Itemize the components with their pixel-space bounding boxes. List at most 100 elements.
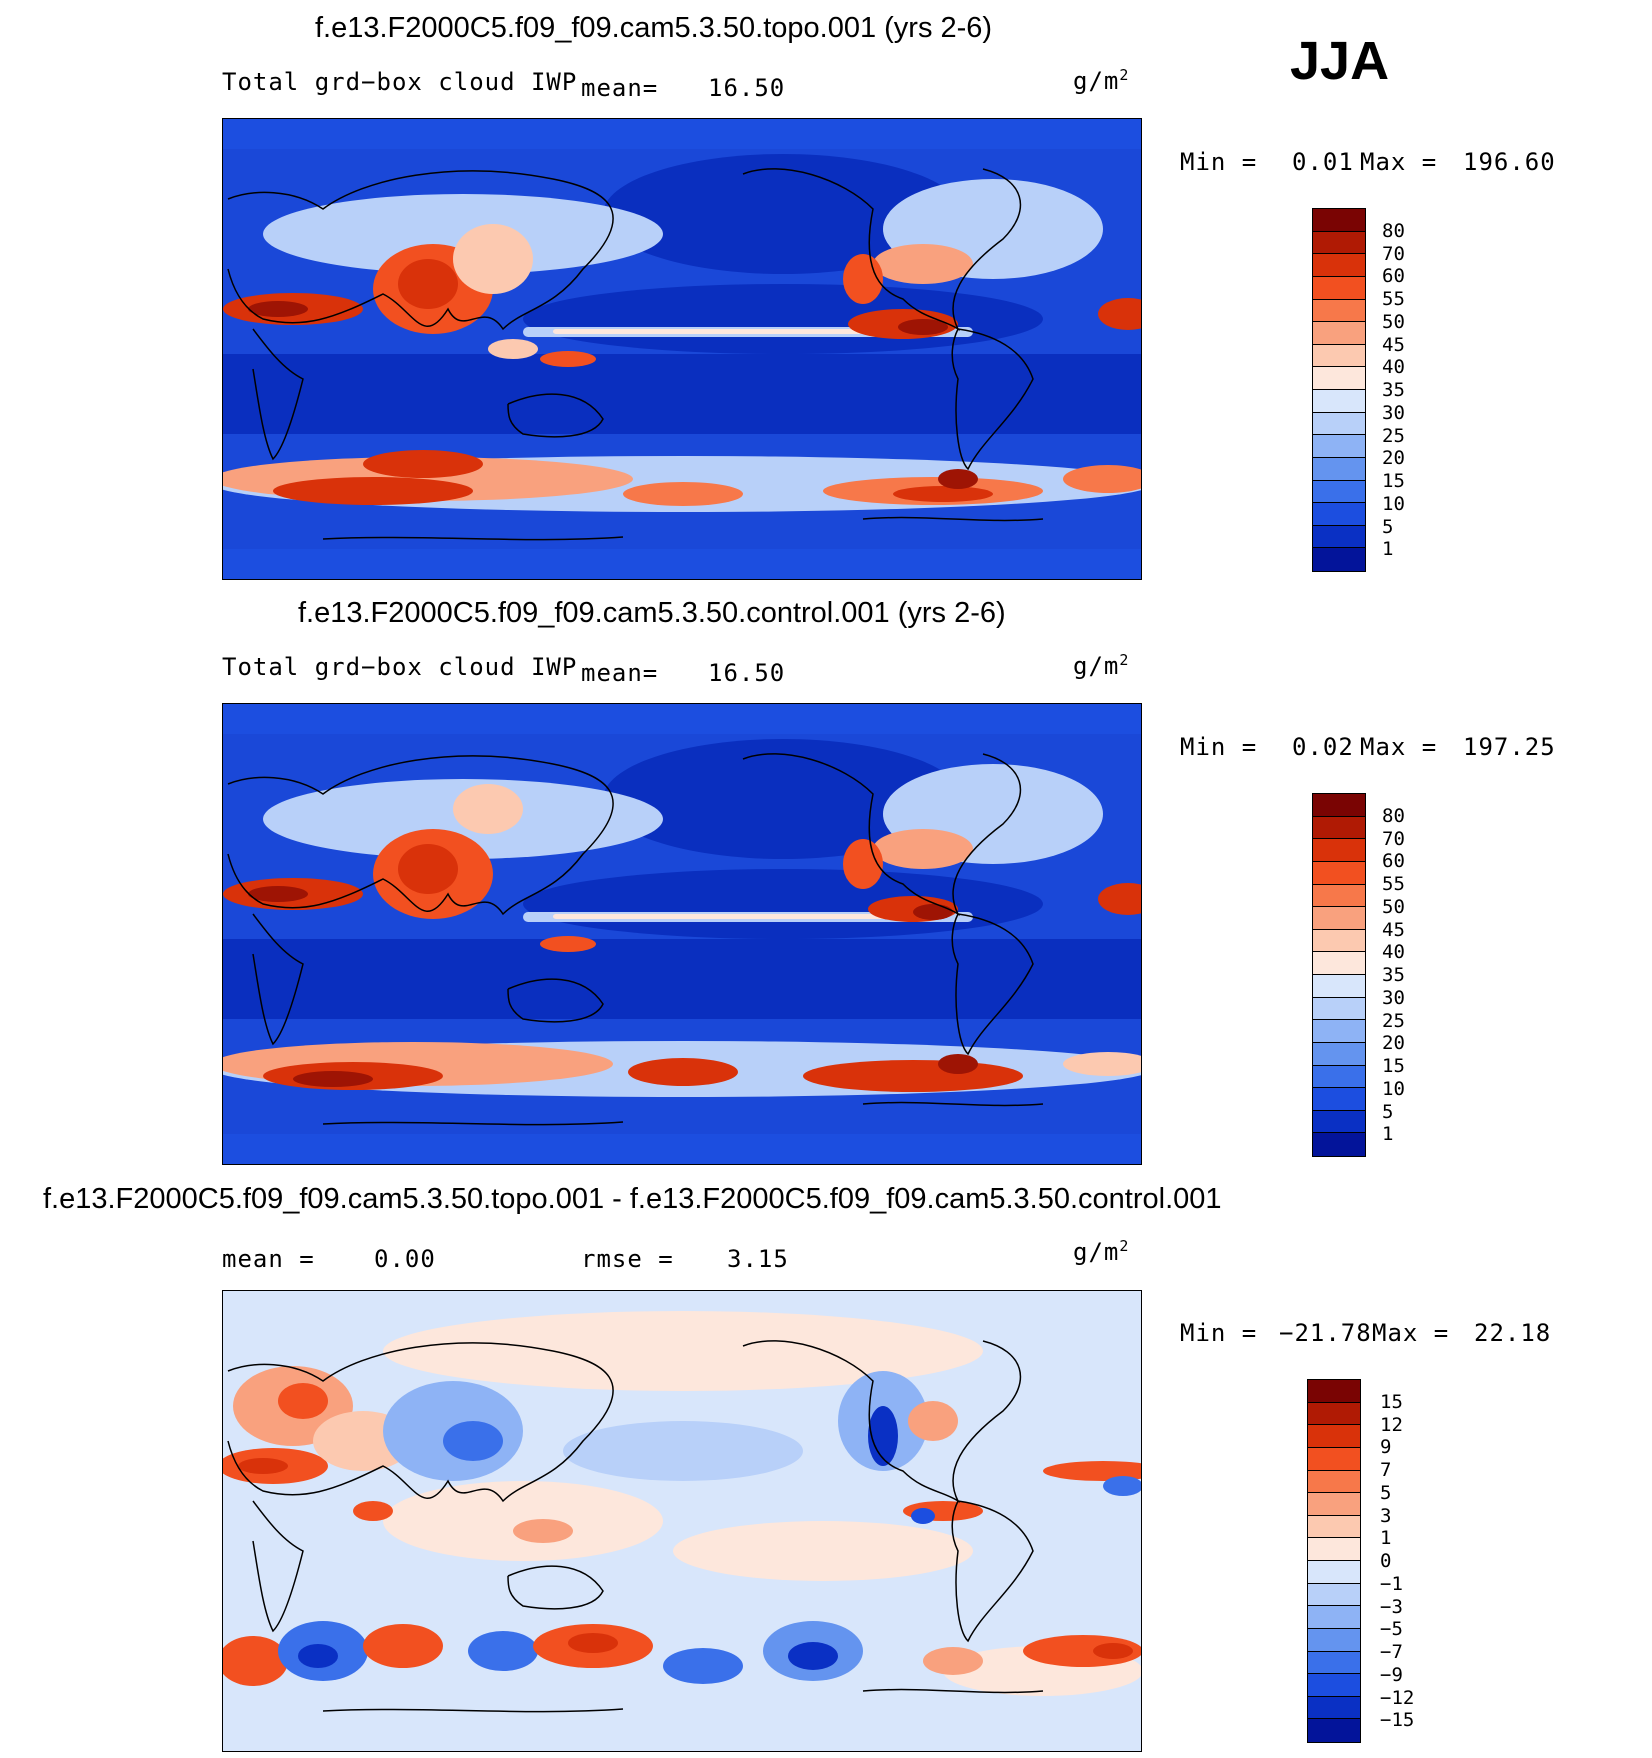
colorbar-swatch <box>1313 1110 1365 1134</box>
colorbar-label: 35 <box>1382 379 1405 401</box>
colorbar-label: 55 <box>1382 873 1405 895</box>
panel3-field <box>223 1291 1141 1751</box>
colorbar-swatch <box>1308 1380 1360 1403</box>
colorbar-label: 25 <box>1382 1009 1405 1032</box>
colorbar-label: 50 <box>1382 310 1405 333</box>
colorbar-swatch <box>1313 861 1365 885</box>
colorbar-swatch <box>1313 975 1365 998</box>
colorbar-swatch <box>1308 1425 1360 1448</box>
colorbar-label: 55 <box>1382 288 1405 310</box>
colorbar-label: 15 <box>1382 470 1405 492</box>
colorbar-label: −5 <box>1380 1618 1403 1641</box>
colorbar-swatch <box>1313 390 1365 413</box>
season-label: JJA <box>1290 31 1390 91</box>
colorbar-swatch <box>1313 1088 1365 1111</box>
colorbar-label: 80 <box>1382 804 1405 827</box>
colorbar-swatch <box>1313 344 1365 368</box>
colorbar-label: 45 <box>1382 333 1405 356</box>
colorbar-swatch <box>1313 209 1365 232</box>
colorbar-swatch <box>1308 1561 1360 1584</box>
colorbar-swatch <box>1313 816 1365 840</box>
colorbar-swatch <box>1313 480 1365 504</box>
colorbar-label: 12 <box>1380 1413 1403 1436</box>
panel2-max-label: Max = <box>1360 733 1438 761</box>
colorbar-swatch <box>1313 254 1365 277</box>
panel3-mean-value: 0.00 <box>374 1245 436 1273</box>
colorbar-swatch <box>1308 1583 1360 1607</box>
colorbar-swatch <box>1308 1696 1360 1720</box>
colorbar-swatch <box>1313 1020 1365 1043</box>
colorbar-swatch <box>1313 997 1365 1021</box>
colorbar-label: 5 <box>1382 1100 1394 1123</box>
colorbar-swatch <box>1313 1042 1365 1066</box>
panel2-map <box>222 703 1142 1165</box>
colorbar-label: 30 <box>1382 401 1405 424</box>
colorbar-swatch <box>1313 503 1365 526</box>
colorbar-label: −12 <box>1380 1686 1415 1709</box>
colorbar-label: 15 <box>1380 1390 1403 1413</box>
panel3-max-label: Max = <box>1372 1319 1450 1347</box>
panel2-colorbar <box>1312 793 1366 1157</box>
panel3-max-value: 22.18 <box>1474 1319 1552 1347</box>
panel2-units: g/m2 <box>1073 651 1130 680</box>
colorbar-swatch <box>1313 322 1365 345</box>
panel2-mean-label: mean= <box>581 659 659 687</box>
colorbar-swatch <box>1313 299 1365 323</box>
colorbar-swatch <box>1308 1606 1360 1629</box>
colorbar-label: −7 <box>1380 1641 1403 1663</box>
colorbar-label: 5 <box>1382 515 1394 538</box>
colorbar-label: 9 <box>1380 1436 1392 1459</box>
panel1-mean-label: mean= <box>581 74 659 102</box>
colorbar-swatch <box>1313 839 1365 862</box>
panel1-max-label: Max = <box>1360 148 1438 176</box>
panel3-mean-label: mean = <box>222 1245 315 1273</box>
panel1-map <box>222 118 1142 580</box>
panel1-field <box>223 119 1141 579</box>
colorbar-label: 1 <box>1382 538 1394 561</box>
colorbar-label: 5 <box>1380 1481 1392 1504</box>
panel1-min-label: Min = <box>1180 148 1258 176</box>
colorbar-swatch <box>1313 794 1365 817</box>
colorbar-swatch <box>1308 1651 1360 1675</box>
colorbar-label: 1 <box>1382 1123 1394 1146</box>
panel2-variable: Total grd−box cloud IWP <box>222 653 578 681</box>
colorbar-label: 15 <box>1382 1055 1405 1077</box>
colorbar-label: 0 <box>1380 1550 1392 1572</box>
colorbar-swatch <box>1308 1538 1360 1561</box>
colorbar-label: 40 <box>1382 356 1405 379</box>
colorbar-label: 60 <box>1382 850 1405 873</box>
colorbar-label: −1 <box>1380 1572 1403 1595</box>
panel2-field <box>223 704 1141 1164</box>
colorbar-swatch <box>1308 1447 1360 1471</box>
colorbar-label: 7 <box>1380 1459 1392 1481</box>
colorbar-swatch <box>1308 1719 1360 1742</box>
colorbar-label: −15 <box>1380 1709 1415 1732</box>
colorbar-swatch <box>1313 435 1365 458</box>
panel3-rmse-value: 3.15 <box>727 1245 789 1273</box>
colorbar-swatch <box>1313 952 1365 975</box>
colorbar-swatch <box>1313 412 1365 436</box>
panel3-min-value: −21.78 <box>1279 1319 1372 1347</box>
panel3-map <box>222 1290 1142 1752</box>
colorbar-swatch <box>1308 1402 1360 1426</box>
panel2-min-label: Min = <box>1180 733 1258 761</box>
colorbar-swatch <box>1313 1065 1365 1089</box>
colorbar-swatch <box>1308 1515 1360 1539</box>
colorbar-label: 10 <box>1382 492 1405 515</box>
colorbar-swatch <box>1313 884 1365 908</box>
colorbar-label: 3 <box>1380 1504 1392 1527</box>
colorbar-label: 80 <box>1382 219 1405 242</box>
colorbar-label: 10 <box>1382 1077 1405 1100</box>
panel1-mean-value: 16.50 <box>708 74 786 102</box>
panel1-units: g/m2 <box>1073 66 1130 95</box>
colorbar-label: 45 <box>1382 918 1405 941</box>
panel3-units: g/m2 <box>1073 1237 1130 1266</box>
colorbar-label: 50 <box>1382 895 1405 918</box>
panel3-min-label: Min = <box>1180 1319 1258 1347</box>
colorbar-swatch <box>1308 1674 1360 1697</box>
panel1-title: f.e13.F2000C5.f09_f09.cam5.3.50.topo.001… <box>315 12 993 44</box>
colorbar-label: 20 <box>1382 447 1405 470</box>
panel3-colorbar <box>1307 1379 1361 1743</box>
colorbar-label: 35 <box>1382 964 1405 986</box>
colorbar-swatch <box>1313 525 1365 549</box>
